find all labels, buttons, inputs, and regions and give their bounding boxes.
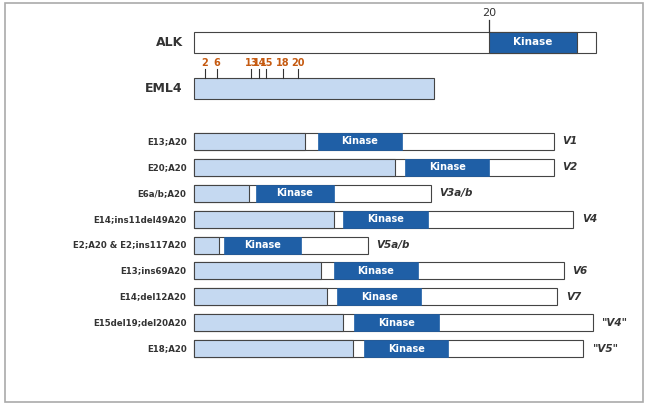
Text: E14;del12A20: E14;del12A20 (120, 292, 187, 301)
Text: "V4": "V4" (601, 318, 627, 328)
Bar (194, 159, 554, 176)
Text: 15: 15 (260, 58, 273, 68)
Text: "V5": "V5" (592, 344, 618, 354)
Bar (194, 211, 334, 228)
Text: E14;ins11del49A20: E14;ins11del49A20 (93, 215, 187, 224)
Text: E20;A20: E20;A20 (147, 163, 187, 172)
Bar (194, 262, 564, 279)
Text: E18;A20: E18;A20 (147, 344, 187, 353)
Text: Kinase: Kinase (341, 136, 378, 146)
Text: 18: 18 (275, 58, 290, 68)
Bar (194, 237, 368, 254)
Text: 13: 13 (245, 58, 258, 68)
Bar (256, 185, 334, 202)
Text: Kinase: Kinase (429, 162, 465, 172)
Text: 20: 20 (482, 8, 496, 18)
Text: Kinase: Kinase (513, 37, 553, 47)
Text: ALK: ALK (156, 36, 183, 49)
Bar (194, 159, 395, 176)
Text: E6a/b;A20: E6a/b;A20 (138, 189, 187, 198)
Text: V2: V2 (562, 162, 578, 172)
Text: 6: 6 (214, 58, 220, 68)
Text: 14: 14 (253, 58, 266, 68)
Text: Kinase: Kinase (358, 266, 394, 276)
Bar (194, 288, 557, 305)
Text: E15del19;del20A20: E15del19;del20A20 (93, 318, 187, 327)
Text: Kinase: Kinase (388, 344, 424, 354)
Text: Kinase: Kinase (244, 240, 281, 250)
Text: V1: V1 (562, 136, 578, 146)
Text: V7: V7 (566, 292, 581, 302)
Bar (194, 133, 554, 150)
Bar (405, 159, 489, 176)
Bar (354, 314, 439, 331)
Bar (337, 288, 421, 305)
Text: EML4: EML4 (145, 82, 183, 95)
Text: Kinase: Kinase (378, 318, 415, 328)
Bar (194, 185, 431, 202)
Text: V3a/b: V3a/b (439, 188, 473, 198)
Bar (194, 32, 596, 53)
Bar (489, 32, 577, 53)
Bar (194, 262, 321, 279)
Bar (194, 340, 583, 357)
Bar (194, 314, 593, 331)
Text: 20: 20 (292, 58, 305, 68)
Bar (318, 133, 402, 150)
Text: Kinase: Kinase (361, 292, 397, 302)
Text: E13;ins69A20: E13;ins69A20 (121, 266, 187, 275)
Bar (194, 78, 434, 99)
Text: V5a/b: V5a/b (376, 240, 410, 250)
Text: V6: V6 (572, 266, 588, 276)
Text: Kinase: Kinase (277, 188, 313, 198)
Bar (334, 262, 418, 279)
Bar (364, 340, 448, 357)
Bar (194, 237, 219, 254)
Text: Kinase: Kinase (367, 214, 404, 224)
Text: V4: V4 (582, 214, 597, 224)
Bar (194, 340, 353, 357)
Bar (343, 211, 428, 228)
Text: E13;A20: E13;A20 (147, 137, 187, 146)
Text: E2;A20 & E2;ins117A20: E2;A20 & E2;ins117A20 (73, 241, 187, 249)
Bar (194, 288, 327, 305)
Bar (194, 185, 249, 202)
Bar (224, 237, 301, 254)
Bar (194, 211, 573, 228)
Text: 2: 2 (202, 58, 208, 68)
Bar (194, 133, 305, 150)
Bar (194, 314, 343, 331)
